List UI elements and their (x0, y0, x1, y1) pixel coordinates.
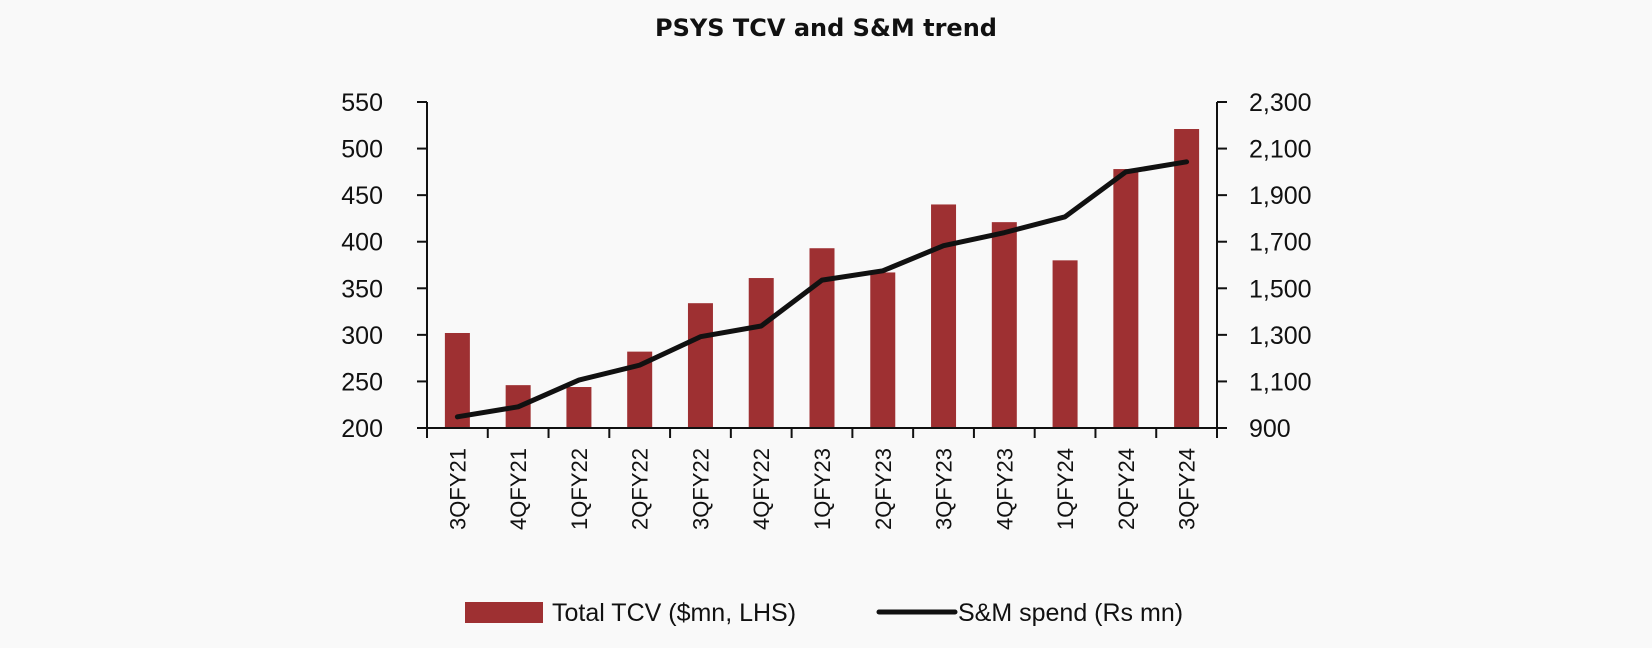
left-tick-label: 500 (341, 136, 383, 164)
x-tick-label: 1QFY22 (567, 448, 592, 530)
x-tick-label: 2QFY23 (871, 448, 896, 530)
x-axis: 3QFY21 4QFY21 1QFY22 2QFY22 3QFY22 4QFY22 1QFY… (417, 427, 1218, 530)
right-tick-label: 1,500 (1249, 275, 1312, 303)
bar (991, 222, 1017, 428)
x-tick-label: 3QFY24 (1175, 448, 1200, 530)
bar (748, 278, 774, 428)
right-tick-label: 900 (1249, 415, 1291, 443)
right-tick-label: 1,700 (1249, 229, 1312, 257)
legend-label-sm-spend: S&M spend (Rs mn) (958, 599, 1183, 627)
bar (687, 303, 713, 428)
left-tick-label: 350 (341, 275, 383, 303)
x-tick-label: 1QFY23 (810, 448, 835, 530)
x-tick-label: 3QFY22 (688, 448, 713, 530)
right-tick-label: 2,100 (1249, 136, 1312, 164)
x-tick-label: 3QFY23 (932, 448, 957, 530)
bar (566, 387, 592, 428)
bar (870, 272, 896, 428)
left-tick-label: 300 (341, 322, 383, 350)
left-tick-label: 200 (341, 415, 383, 443)
x-tick-label: 3QFY21 (445, 448, 470, 530)
bar-series (444, 129, 1200, 429)
left-tick-label: 550 (341, 89, 383, 117)
right-axis: 900 1,100 1,300 1,500 1,700 1,900 2,100 2,300 (1216, 89, 1312, 443)
legend: Total TCV ($mn, LHS) S&M spend (Rs mn) (465, 599, 1183, 627)
x-tick-label: 2QFY24 (1114, 448, 1139, 530)
bar (931, 204, 957, 428)
legend-swatch-tcv (465, 602, 543, 623)
bar (1174, 129, 1200, 429)
right-tick-label: 1,100 (1249, 368, 1312, 396)
left-tick-label: 400 (341, 229, 383, 257)
bar (1113, 169, 1139, 428)
right-tick-label: 1,300 (1249, 322, 1312, 350)
x-tick-label: 4QFY23 (992, 448, 1017, 530)
bar (1052, 260, 1078, 428)
x-tick-label: 4QFY21 (506, 448, 531, 530)
left-tick-label: 450 (341, 182, 383, 210)
x-tick-label: 4QFY22 (749, 448, 774, 530)
left-tick-label: 250 (341, 368, 383, 396)
x-tick-label: 2QFY22 (628, 448, 653, 530)
chart-title: PSYS TCV and S&M trend (655, 14, 997, 42)
right-tick-label: 1,900 (1249, 182, 1312, 210)
right-tick-label: 2,300 (1249, 89, 1312, 117)
bar (444, 332, 470, 428)
bar (809, 248, 835, 428)
legend-label-tcv: Total TCV ($mn, LHS) (552, 599, 796, 627)
line-series (454, 159, 1190, 420)
x-tick-label: 1QFY24 (1053, 448, 1078, 530)
left-axis: 200 250 300 350 400 450 500 550 (341, 89, 428, 443)
